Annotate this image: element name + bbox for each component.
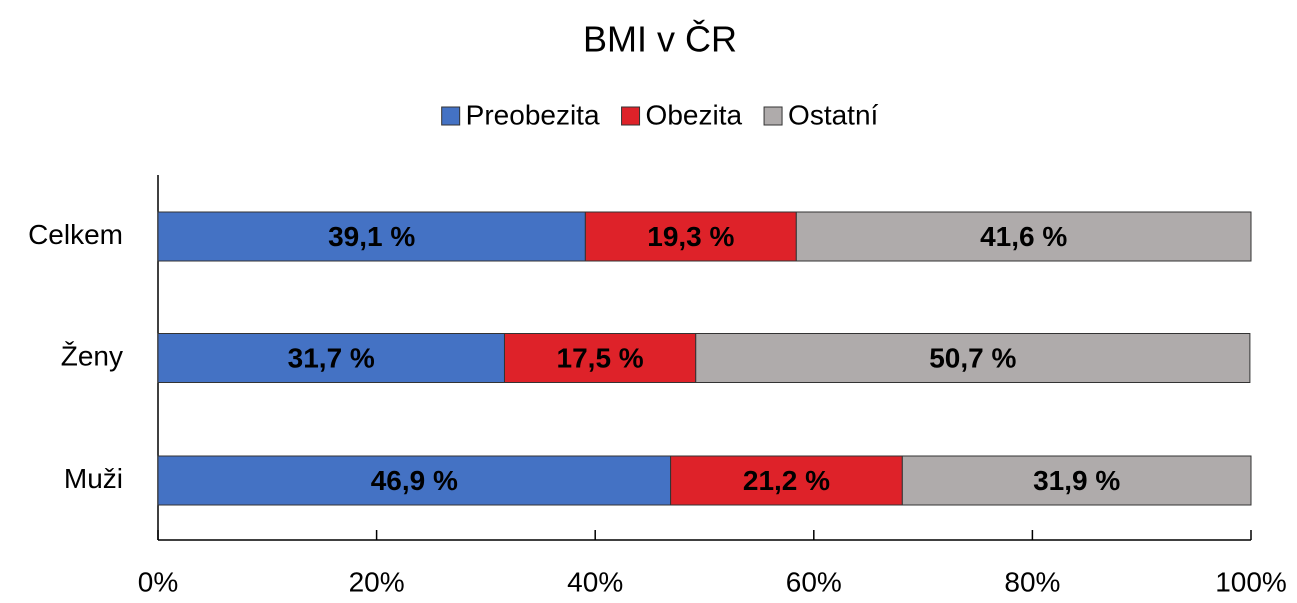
value-label: 21,2 % — [743, 465, 830, 496]
legend-swatch — [441, 106, 461, 126]
bar-segment — [157, 455, 672, 506]
x-tick-label: 20% — [349, 566, 405, 597]
x-tick-label: 60% — [786, 566, 842, 597]
category-label: Muži — [64, 463, 123, 494]
x-tick-label: 80% — [1004, 566, 1060, 597]
value-label: 39,1 % — [328, 221, 415, 252]
chart-title: BMI v ČR — [583, 19, 737, 60]
value-label: 46,9 % — [371, 465, 458, 496]
legend-swatch — [763, 106, 783, 126]
category-label: Celkem — [28, 219, 123, 250]
x-tick-label: 100% — [1215, 566, 1287, 597]
category-label: Ženy — [61, 340, 123, 371]
value-label: 17,5 % — [557, 342, 644, 373]
value-label: 41,6 % — [980, 221, 1067, 252]
value-label: 31,7 % — [288, 342, 375, 373]
legend-swatch — [621, 106, 641, 126]
x-tick-label: 0% — [138, 566, 178, 597]
value-label: 19,3 % — [647, 221, 734, 252]
bar-segment — [670, 455, 903, 506]
bar-segment — [795, 211, 1252, 262]
bar-segment — [901, 455, 1252, 506]
legend-label: Preobezita — [466, 99, 600, 130]
legend-label: Obezita — [646, 99, 743, 130]
bar-segment — [695, 333, 1251, 383]
value-label: 50,7 % — [929, 342, 1016, 373]
value-label: 31,9 % — [1033, 465, 1120, 496]
bar-segment — [584, 211, 797, 262]
bar-segment — [157, 211, 586, 262]
legend-label: Ostatní — [788, 99, 878, 130]
legend: Preobezita Obezita Ostatní — [441, 99, 879, 130]
x-tick-label: 40% — [567, 566, 623, 597]
